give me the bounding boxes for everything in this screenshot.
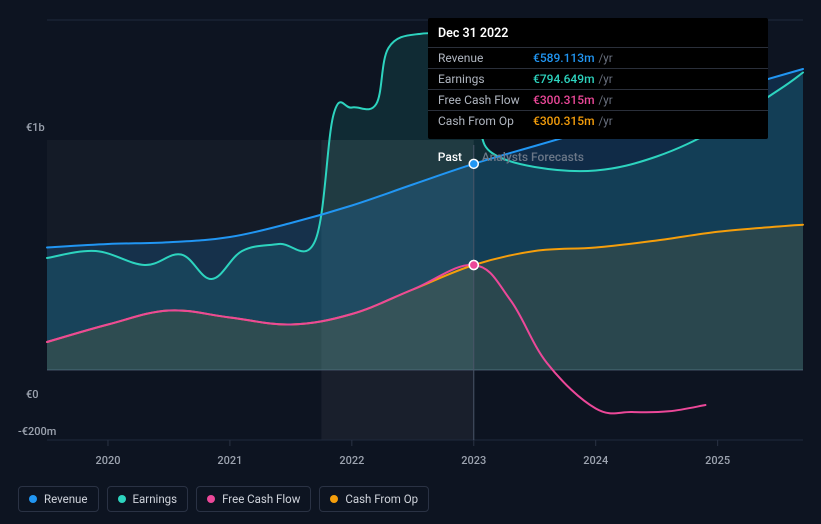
tooltip-label: Earnings [438,72,533,86]
y-tick-label: -€200m [18,425,56,438]
tooltip-row-cfo: Cash From Op €300.315m /yr [428,110,768,131]
tooltip-value: €300.315m [533,114,595,128]
x-tick-label: 2020 [95,454,120,467]
tooltip-unit: /yr [599,114,613,128]
tooltip-row-revenue: Revenue €589.113m /yr [428,47,768,68]
forecast-region-label: Analysts Forecasts [482,150,584,164]
tooltip-unit: /yr [599,72,613,86]
legend-label: Revenue [44,492,88,506]
tooltip-row-earnings: Earnings €794.649m /yr [428,68,768,89]
tooltip-label: Cash From Op [438,114,533,128]
x-tick-label: 2024 [583,454,608,467]
x-tick-label: 2022 [339,454,364,467]
legend-item-revenue[interactable]: Revenue [18,486,99,512]
legend-item-cfo[interactable]: Cash From Op [319,486,429,512]
tooltip-date: Dec 31 2022 [428,26,768,47]
tooltip-row-fcf: Free Cash Flow €300.315m /yr [428,89,768,110]
past-region-label: Past [438,150,462,164]
legend-dot [207,495,215,503]
x-tick-label: 2021 [217,454,242,467]
tooltip-label: Free Cash Flow [438,93,533,107]
tooltip-unit: /yr [599,93,613,107]
x-tick-label: 2023 [461,454,486,467]
tooltip-value: €589.113m [533,51,595,65]
tooltip-unit: /yr [599,51,613,65]
chart-legend: Revenue Earnings Free Cash Flow Cash Fro… [18,486,429,512]
tooltip-value: €794.649m [533,72,595,86]
y-tick-label: €0 [26,388,39,401]
tooltip-value: €300.315m [533,93,595,107]
legend-item-earnings[interactable]: Earnings [107,486,189,512]
legend-item-fcf[interactable]: Free Cash Flow [196,486,311,512]
y-tick-label: €1b [26,121,45,134]
tooltip-label: Revenue [438,51,533,65]
legend-dot [29,495,37,503]
legend-dot [330,495,338,503]
chart-tooltip: Dec 31 2022 Revenue €589.113m /yr Earnin… [428,18,768,139]
legend-label: Cash From Op [345,492,418,506]
financial-chart: €1b €0 -€200m 2020 2021 2022 2023 2024 2… [0,0,821,524]
legend-label: Earnings [133,492,178,506]
legend-label: Free Cash Flow [222,492,300,506]
legend-dot [118,495,126,503]
x-tick-label: 2025 [705,454,730,467]
